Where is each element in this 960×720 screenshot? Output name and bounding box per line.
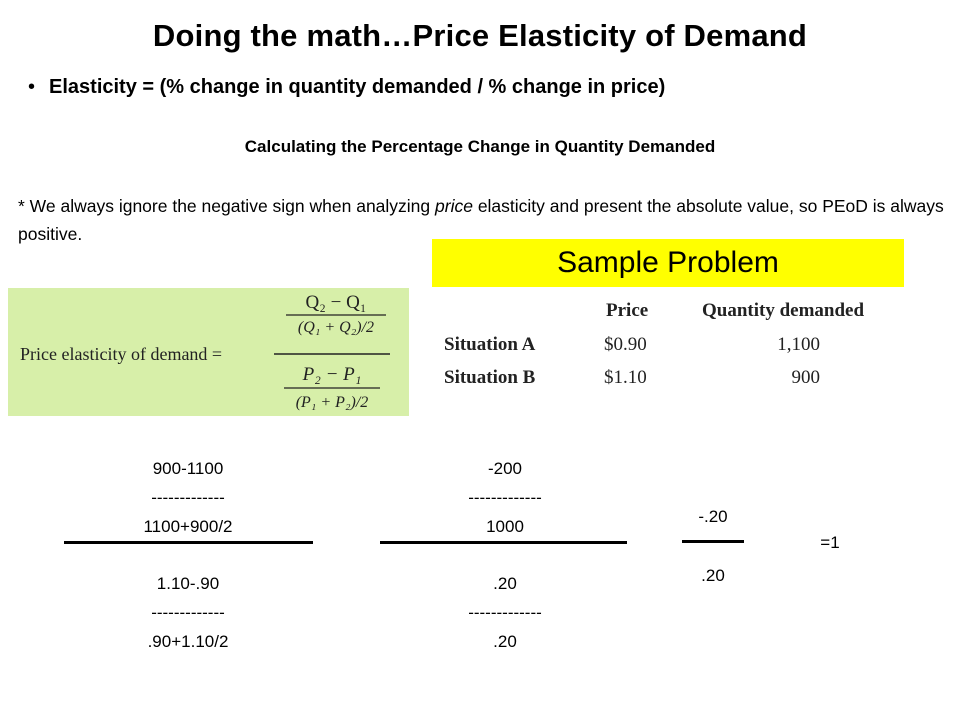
slide-title: Doing the math…Price Elasticity of Deman… [152, 18, 808, 53]
step2-fraction-bar [380, 541, 627, 544]
step2-denominator: .20 ------------- .20 [405, 569, 605, 656]
bullet-icon: • [28, 76, 36, 98]
table-cell-quantity: 1,100 [777, 334, 820, 355]
elasticity-definition-text: Elasticity = (% change in quantity deman… [49, 76, 666, 98]
absolute-value-note: * We always ignore the negative sign whe… [18, 192, 948, 248]
table-row-label: Situation B [444, 367, 536, 388]
step1-denominator-top: 1.10-.90 [156, 574, 220, 593]
step1-denominator-dash: ------------- [151, 603, 225, 622]
note-text-before: * We always ignore the negative sign whe… [18, 196, 436, 216]
elasticity-formula: Price elasticity of demand = Q₂ − Q₁ (Q₁… [8, 288, 409, 416]
step2-denominator-dash: ------------- [468, 603, 542, 622]
step2-numerator-bottom: 1000 [486, 517, 524, 536]
table-cell-quantity: 900 [791, 367, 821, 388]
step2-numerator-top: -200 [487, 459, 523, 478]
elasticity-definition: • Elasticity = (% change in quantity dem… [28, 76, 665, 99]
table-header-price: Price [606, 300, 649, 321]
step2-numerator-dash: ------------- [468, 488, 542, 507]
formula-denominator-bottom: (P₁ + P₂)/2 [296, 394, 369, 411]
step2-denominator-top: .20 [493, 574, 517, 593]
step1-fraction-bar [64, 541, 313, 544]
formula-graphic: Price elasticity of demand = Q₂ − Q₁ (Q₁… [20, 292, 390, 411]
table-cell-price: $0.90 [604, 334, 647, 355]
note-emphasis: price [435, 196, 473, 216]
step1-numerator-dash: ------------- [151, 488, 225, 507]
step2-denominator-bottom: .20 [493, 632, 517, 651]
subheading: Calculating the Percentage Change in Qua… [244, 137, 716, 156]
step1-denominator: 1.10-.90 ------------- .90+1.10/2 [88, 569, 288, 656]
step1-numerator-bottom: 1100+900/2 [143, 517, 233, 536]
table-row-label: Situation A [444, 334, 536, 355]
note-text-after: elasticity and present the absolute valu… [18, 196, 944, 244]
sample-data-table: Price Quantity demanded Situation A $0.9… [436, 300, 916, 400]
formula-denominator-top: P₂ − P₁ [302, 364, 362, 385]
formula-numerator-top: Q₂ − Q₁ [306, 292, 367, 313]
result-value: =1 [820, 533, 840, 552]
sample-problem-banner: Sample Problem [432, 239, 904, 287]
formula-lhs: Price elasticity of demand = [20, 344, 222, 364]
step2-numerator: -200 ------------- 1000 [405, 454, 605, 541]
table-header-quantity: Quantity demanded [702, 300, 865, 321]
table-cell-price: $1.10 [604, 367, 647, 388]
step1-numerator-top: 900-1100 [152, 459, 224, 478]
step3-denominator: .20 [701, 566, 725, 585]
step3-numerator: -.20 [698, 507, 728, 526]
formula-numerator-bottom: (Q₁ + Q₂)/2 [298, 319, 374, 336]
step1-denominator-bottom: .90+1.10/2 [147, 632, 229, 651]
step1-numerator: 900-1100 ------------- 1100+900/2 [88, 454, 288, 541]
step3-fraction-bar [682, 540, 744, 543]
